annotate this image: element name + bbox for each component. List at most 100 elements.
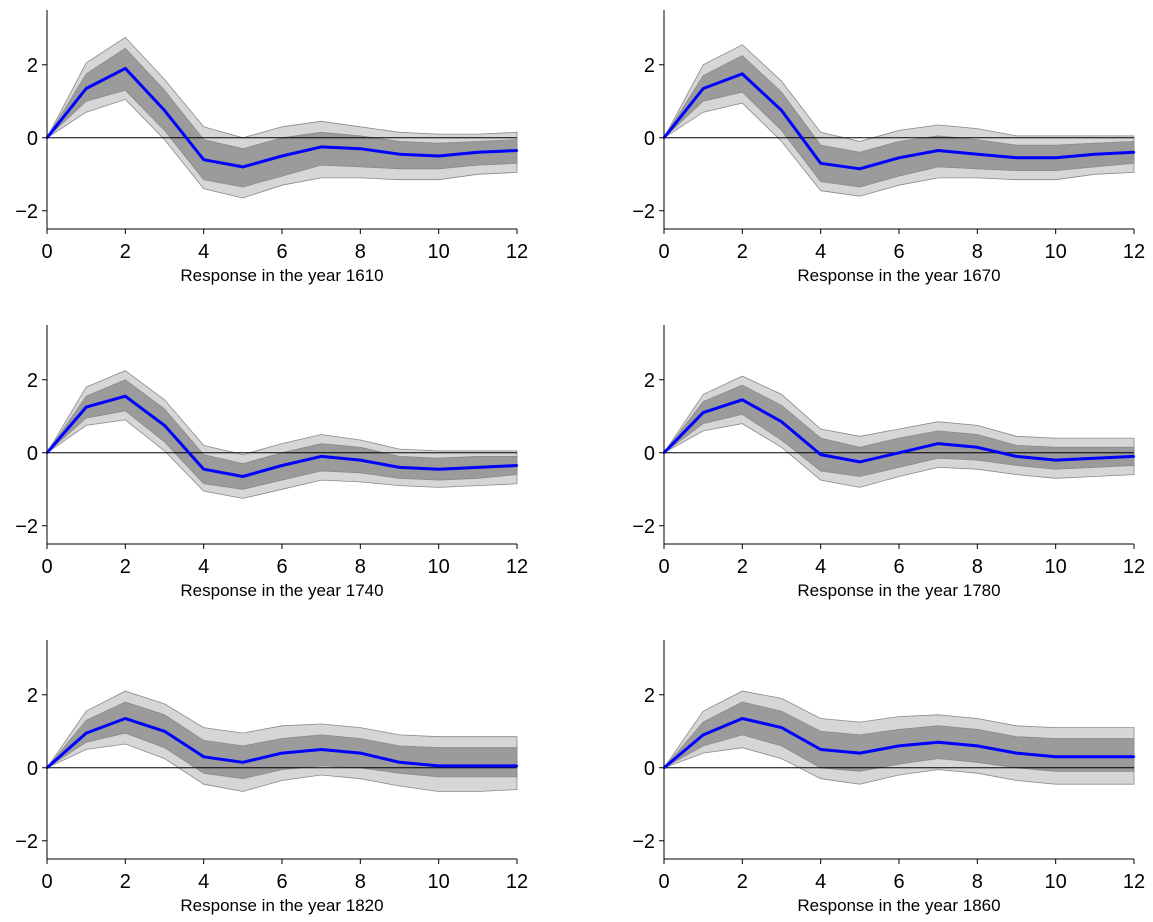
data-point bbox=[897, 744, 901, 748]
data-point bbox=[398, 761, 401, 764]
x-tick-label: 4 bbox=[198, 556, 209, 578]
data-point bbox=[1132, 151, 1136, 154]
data-point bbox=[359, 458, 362, 462]
data-point bbox=[741, 398, 744, 402]
x-tick-label: 6 bbox=[893, 871, 904, 893]
y-tick-label: 2 bbox=[27, 370, 38, 392]
x-tick-label: 4 bbox=[815, 241, 826, 263]
x-tick-label: 6 bbox=[893, 556, 904, 578]
data-point bbox=[936, 741, 940, 744]
data-point bbox=[1093, 152, 1097, 156]
data-point bbox=[780, 420, 783, 423]
inner-confidence-band bbox=[46, 701, 518, 780]
data-point bbox=[476, 466, 480, 469]
y-tick-label: −2 bbox=[15, 201, 38, 223]
data-point bbox=[976, 744, 979, 748]
x-tick-label: 8 bbox=[972, 871, 983, 893]
data-point bbox=[897, 156, 901, 160]
y-tick-label: 0 bbox=[644, 758, 655, 780]
x-tick-label: 8 bbox=[972, 556, 983, 578]
x-tick-label: 0 bbox=[41, 556, 52, 578]
data-point bbox=[398, 466, 401, 469]
data-point bbox=[897, 451, 901, 454]
x-tick-label: 10 bbox=[428, 241, 450, 263]
y-tick-label: −2 bbox=[15, 831, 38, 853]
data-point bbox=[84, 731, 88, 735]
x-tick-label: 10 bbox=[428, 871, 450, 893]
y-tick-label: 2 bbox=[644, 370, 655, 392]
x-axis-label: Response in the year 1740 bbox=[180, 581, 383, 600]
x-tick-label: 0 bbox=[658, 871, 669, 893]
x-tick-label: 4 bbox=[198, 241, 209, 263]
data-point bbox=[202, 158, 205, 161]
x-tick-label: 2 bbox=[737, 556, 748, 578]
x-axis-label: Response in the year 1820 bbox=[180, 896, 383, 915]
data-point bbox=[1093, 457, 1097, 460]
x-tick-label: 8 bbox=[972, 241, 983, 263]
data-point bbox=[476, 151, 480, 154]
y-tick-label: 0 bbox=[27, 128, 38, 150]
data-point bbox=[780, 109, 783, 112]
x-axis-label: Response in the year 1670 bbox=[797, 266, 1000, 285]
y-tick-label: 2 bbox=[27, 685, 38, 707]
data-point bbox=[858, 751, 862, 755]
data-point bbox=[819, 748, 822, 751]
x-tick-label: 10 bbox=[428, 556, 450, 578]
data-point bbox=[741, 72, 744, 76]
data-point bbox=[741, 717, 744, 720]
data-point bbox=[976, 152, 979, 156]
x-tick-label: 2 bbox=[120, 871, 131, 893]
data-point bbox=[936, 149, 940, 152]
data-point bbox=[437, 467, 440, 471]
data-point bbox=[976, 446, 979, 449]
x-axis-label: Response in the year 1860 bbox=[797, 896, 1000, 915]
data-point bbox=[819, 162, 822, 165]
data-point bbox=[515, 764, 519, 768]
x-tick-label: 6 bbox=[276, 241, 287, 263]
y-tick-label: 0 bbox=[644, 443, 655, 465]
data-point bbox=[241, 165, 245, 169]
data-point bbox=[437, 764, 440, 768]
data-point bbox=[437, 154, 440, 158]
data-point bbox=[280, 464, 284, 467]
x-tick-label: 2 bbox=[737, 241, 748, 263]
data-point bbox=[319, 145, 323, 149]
data-point bbox=[124, 67, 127, 70]
x-tick-label: 6 bbox=[276, 871, 287, 893]
data-point bbox=[780, 726, 783, 729]
x-tick-label: 8 bbox=[355, 556, 366, 578]
x-tick-label: 0 bbox=[658, 556, 669, 578]
data-point bbox=[241, 761, 245, 764]
y-tick-label: 0 bbox=[644, 128, 655, 150]
data-point bbox=[701, 411, 705, 414]
data-point bbox=[124, 394, 127, 398]
x-tick-label: 2 bbox=[737, 871, 748, 893]
data-point bbox=[1093, 755, 1097, 758]
data-point bbox=[124, 717, 127, 720]
x-tick-label: 12 bbox=[1123, 241, 1145, 263]
x-tick-label: 4 bbox=[815, 556, 826, 578]
data-point bbox=[319, 748, 323, 751]
x-tick-label: 4 bbox=[815, 871, 826, 893]
data-point bbox=[359, 751, 362, 755]
y-tick-label: 2 bbox=[27, 55, 38, 77]
data-point bbox=[701, 87, 705, 90]
data-point bbox=[163, 109, 166, 112]
data-point bbox=[202, 755, 205, 758]
data-point bbox=[280, 751, 284, 755]
x-tick-label: 12 bbox=[1123, 556, 1145, 578]
data-point bbox=[819, 453, 822, 456]
data-point bbox=[1015, 751, 1018, 755]
y-tick-label: 2 bbox=[644, 55, 655, 77]
data-point bbox=[936, 442, 940, 445]
data-point bbox=[1015, 156, 1018, 160]
data-point bbox=[1015, 455, 1018, 458]
data-point bbox=[319, 455, 323, 458]
x-tick-label: 12 bbox=[506, 871, 528, 893]
x-tick-label: 2 bbox=[120, 241, 131, 263]
